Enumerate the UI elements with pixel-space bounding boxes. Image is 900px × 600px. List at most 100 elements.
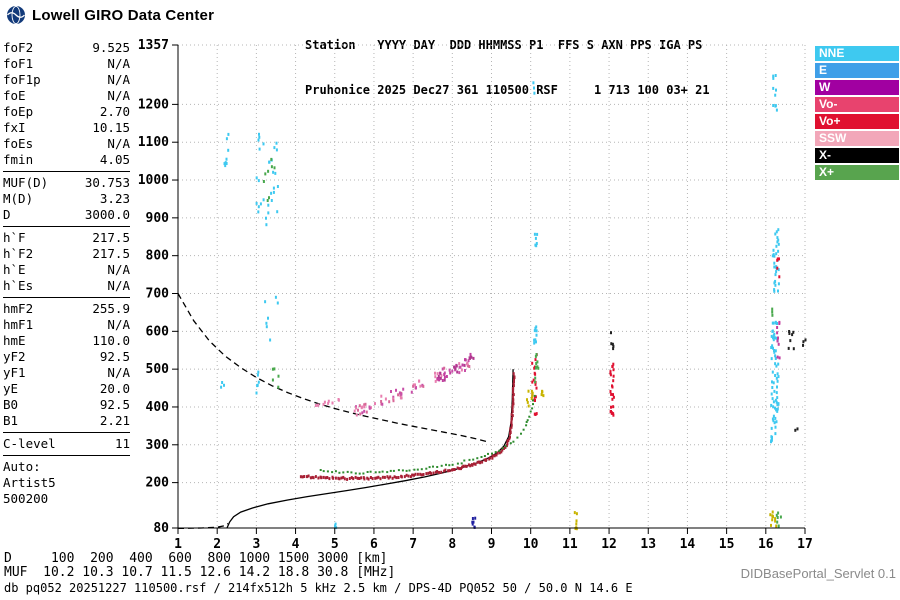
transmission-curve — [177, 293, 488, 443]
param-value: 2.21 — [99, 413, 130, 428]
param-label: hmF1 — [3, 317, 34, 332]
param-row: 500200 — [3, 491, 130, 507]
station-values-row: Pruhonice 2025 Dec27 361 110500 RSF 1 71… — [305, 83, 710, 97]
multi-hop-scatter — [314, 352, 475, 417]
legend-item-vo: Vo+ — [815, 114, 899, 129]
param-row: h`E N/A — [3, 262, 130, 278]
param-label: yF1 — [3, 365, 26, 380]
muf-row: MUF 10.2 10.3 10.7 11.5 12.6 14.2 18.8 3… — [4, 565, 396, 580]
legend-item-x: X- — [815, 148, 899, 163]
param-label: foF2 — [3, 40, 34, 55]
param-label: fmin — [3, 152, 34, 167]
param-separator — [3, 171, 130, 172]
param-label: Artist5 — [3, 475, 56, 490]
model-curves — [177, 293, 514, 530]
param-separator — [3, 226, 130, 227]
param-row: h`F2 217.5 — [3, 246, 130, 262]
param-row: foE N/A — [3, 88, 130, 104]
param-label: foE — [3, 88, 26, 103]
param-label: h`Es — [3, 278, 34, 293]
y-tick-label: 1357 — [138, 38, 169, 53]
param-label: foF1 — [3, 56, 34, 71]
x-tick-label: 8 — [448, 537, 456, 552]
legend-item-nne: NNE — [815, 46, 899, 61]
param-label: h`E — [3, 262, 26, 277]
param-label: Auto: — [3, 459, 41, 474]
param-row: yF1 N/A — [3, 365, 130, 381]
legend-item-ssw: SSW — [815, 131, 899, 146]
param-value: N/A — [107, 262, 130, 277]
legend-item-e: E — [815, 63, 899, 78]
param-value: 3000.0 — [84, 207, 130, 222]
x-tick-label: 15 — [719, 537, 735, 552]
x-tick-label: 12 — [601, 537, 617, 552]
param-value: 92.5 — [99, 349, 130, 364]
param-value: 2.70 — [99, 104, 130, 119]
x-tick-label: 16 — [758, 537, 774, 552]
param-separator — [3, 455, 130, 456]
param-value: 30.753 — [84, 175, 130, 190]
param-row: B0 92.5 — [3, 397, 130, 413]
servlet-watermark: DIDBasePortal_Servlet 0.1 — [740, 566, 896, 581]
brand-header: Lowell GIRO Data Center — [6, 5, 214, 25]
y-tick-label: 1200 — [138, 97, 169, 112]
param-label: yE — [3, 381, 19, 396]
param-value: 110.0 — [92, 333, 130, 348]
param-label: B1 — [3, 413, 19, 428]
y-tick-label: 500 — [146, 362, 170, 377]
param-row: foF1 N/A — [3, 56, 130, 72]
y-tick-label: 1000 — [138, 173, 169, 188]
o-mode-trace — [299, 372, 516, 481]
y-tick-label: 600 — [146, 324, 170, 339]
param-label: fxI — [3, 120, 26, 135]
param-value: N/A — [107, 56, 130, 71]
param-label: M(D) — [3, 191, 34, 206]
param-label: 500200 — [3, 491, 49, 506]
param-row: yF2 92.5 — [3, 349, 130, 365]
param-row: MUF(D) 30.753 — [3, 175, 130, 191]
grid-lines — [178, 44, 806, 528]
doppler-direction-legend: NNE E W Vo- Vo+ SSW X- X+ — [815, 46, 899, 182]
param-value: N/A — [107, 365, 130, 380]
parameter-panel: foF2 9.525 foF1 N/A foF1p N/A foE N/A foEp 2.70 fx… — [3, 40, 130, 507]
param-value: 217.5 — [92, 246, 130, 261]
param-value: N/A — [107, 72, 130, 87]
param-row: fxI 10.15 — [3, 120, 130, 136]
y-tick-label: 700 — [146, 286, 170, 301]
y-tick-label: 300 — [146, 438, 170, 453]
param-label: MUF(D) — [3, 175, 49, 190]
lowell-giro-logo-icon — [7, 5, 25, 25]
y-tick-label: 80 — [153, 521, 169, 536]
param-value: 10.15 — [92, 120, 130, 135]
param-row: M(D) 3.23 — [3, 191, 130, 207]
param-label: foEs — [3, 136, 34, 151]
x-tick-label: 4 — [292, 537, 300, 552]
param-row: foF1p N/A — [3, 72, 130, 88]
x-tick-label: 9 — [488, 537, 496, 552]
true-height-profile — [226, 369, 514, 529]
param-value: N/A — [107, 136, 130, 151]
page-title: Lowell GIRO Data Center — [32, 6, 215, 24]
x-tick-label: 7 — [409, 537, 417, 552]
param-separator — [3, 432, 130, 433]
param-value: 3.23 — [99, 191, 130, 206]
param-row: foEs N/A — [3, 136, 130, 152]
param-separator — [3, 297, 130, 298]
param-value: 20.0 — [99, 381, 130, 396]
param-value: 9.525 — [92, 40, 130, 55]
param-row: h`F 217.5 — [3, 230, 130, 246]
param-row: fmin 4.05 — [3, 152, 130, 168]
noise-echo-clusters — [220, 74, 807, 531]
y-tick-label: 900 — [146, 211, 170, 226]
param-row: hmF1 N/A — [3, 317, 130, 333]
param-label: hmF2 — [3, 301, 34, 316]
param-value: 92.5 — [99, 397, 130, 412]
param-row: Auto: — [3, 459, 130, 475]
param-row: hmF2 255.9 — [3, 301, 130, 317]
x-tick-label: 13 — [640, 537, 656, 552]
param-row: Artist5 — [3, 475, 130, 491]
param-value: 217.5 — [92, 230, 130, 245]
param-row: foEp 2.70 — [3, 104, 130, 120]
x-tick-label: 2 — [213, 537, 221, 552]
